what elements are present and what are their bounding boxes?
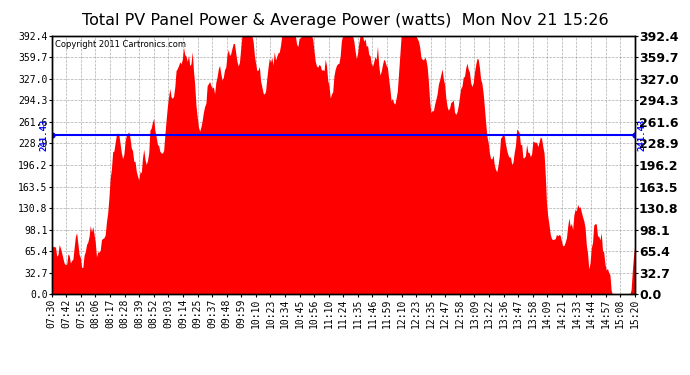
Text: Total PV Panel Power & Average Power (watts)  Mon Nov 21 15:26: Total PV Panel Power & Average Power (wa… [81,13,609,28]
Text: 241.43: 241.43 [40,119,49,151]
Text: Copyright 2011 Cartronics.com: Copyright 2011 Cartronics.com [55,39,186,48]
Text: 241.43: 241.43 [638,119,647,151]
